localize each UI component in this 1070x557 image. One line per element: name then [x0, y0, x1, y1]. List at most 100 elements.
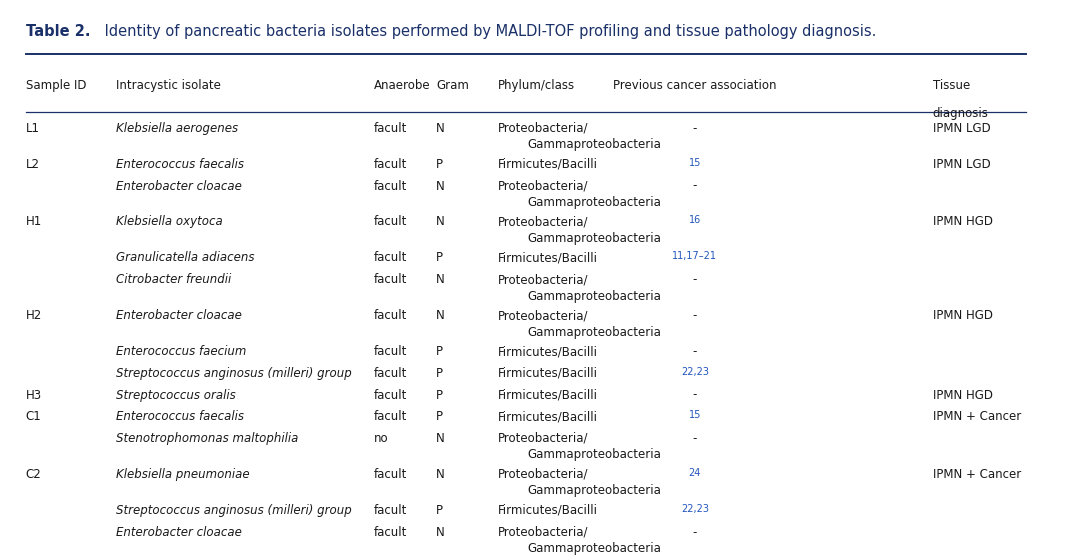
Text: Enterococcus faecalis: Enterococcus faecalis	[116, 158, 244, 171]
Text: Proteobacteria/: Proteobacteria/	[499, 526, 588, 539]
Text: Enterococcus faecium: Enterococcus faecium	[116, 345, 246, 358]
Text: Enterobacter cloacae: Enterobacter cloacae	[116, 179, 242, 193]
Text: Tissue: Tissue	[933, 79, 969, 92]
Text: P: P	[437, 504, 443, 517]
Text: P: P	[437, 367, 443, 380]
Text: facult: facult	[374, 273, 408, 286]
Text: IPMN HGD: IPMN HGD	[933, 216, 993, 228]
Text: -: -	[692, 179, 697, 193]
Text: Klebsiella oxytoca: Klebsiella oxytoca	[116, 216, 223, 228]
Text: Previous cancer association: Previous cancer association	[613, 79, 777, 92]
Text: Firmicutes/Bacilli: Firmicutes/Bacilli	[499, 389, 598, 402]
Text: N: N	[437, 216, 445, 228]
Text: facult: facult	[374, 367, 408, 380]
Text: Identity of pancreatic bacteria isolates performed by MALDI-TOF profiling and ti: Identity of pancreatic bacteria isolates…	[100, 25, 876, 40]
Text: Phylum/class: Phylum/class	[499, 79, 576, 92]
Text: H2: H2	[26, 309, 42, 322]
Text: Gammaproteobacteria: Gammaproteobacteria	[528, 542, 661, 555]
Text: Gammaproteobacteria: Gammaproteobacteria	[528, 485, 661, 497]
Text: Gammaproteobacteria: Gammaproteobacteria	[528, 290, 661, 302]
Text: P: P	[437, 158, 443, 171]
Text: N: N	[437, 432, 445, 445]
Text: IPMN HGD: IPMN HGD	[933, 309, 993, 322]
Text: diagnosis: diagnosis	[933, 107, 989, 120]
Text: 24: 24	[689, 468, 701, 478]
Text: Proteobacteria/: Proteobacteria/	[499, 216, 588, 228]
Text: 16: 16	[689, 216, 701, 226]
Text: P: P	[437, 411, 443, 423]
Text: Firmicutes/Bacilli: Firmicutes/Bacilli	[499, 504, 598, 517]
Text: facult: facult	[374, 122, 408, 135]
Text: N: N	[437, 273, 445, 286]
Text: Enterobacter cloacae: Enterobacter cloacae	[116, 309, 242, 322]
Text: Klebsiella aerogenes: Klebsiella aerogenes	[116, 122, 238, 135]
Text: -: -	[692, 345, 697, 358]
Text: L1: L1	[26, 122, 40, 135]
Text: Stenotrophomonas maltophilia: Stenotrophomonas maltophilia	[116, 432, 297, 445]
Text: facult: facult	[374, 411, 408, 423]
Text: facult: facult	[374, 504, 408, 517]
Text: IPMN LGD: IPMN LGD	[933, 122, 991, 135]
Text: Proteobacteria/: Proteobacteria/	[499, 468, 588, 481]
Text: Firmicutes/Bacilli: Firmicutes/Bacilli	[499, 367, 598, 380]
Text: Gammaproteobacteria: Gammaproteobacteria	[528, 138, 661, 152]
Text: Anaerobe: Anaerobe	[374, 79, 431, 92]
Text: Table 2.: Table 2.	[26, 25, 90, 40]
Text: Citrobacter freundii: Citrobacter freundii	[116, 273, 231, 286]
Text: facult: facult	[374, 389, 408, 402]
Text: facult: facult	[374, 468, 408, 481]
Text: Gammaproteobacteria: Gammaproteobacteria	[528, 196, 661, 209]
Text: Gram: Gram	[437, 79, 469, 92]
Text: facult: facult	[374, 309, 408, 322]
Text: facult: facult	[374, 526, 408, 539]
Text: H3: H3	[26, 389, 42, 402]
Text: IPMN HGD: IPMN HGD	[933, 389, 993, 402]
Text: N: N	[437, 179, 445, 193]
Text: 22,23: 22,23	[681, 367, 708, 377]
Text: C2: C2	[26, 468, 42, 481]
Text: N: N	[437, 526, 445, 539]
Text: Gammaproteobacteria: Gammaproteobacteria	[528, 448, 661, 461]
Text: facult: facult	[374, 345, 408, 358]
Text: 11,17–21: 11,17–21	[672, 251, 717, 261]
Text: no: no	[374, 432, 388, 445]
Text: Streptococcus oralis: Streptococcus oralis	[116, 389, 235, 402]
Text: Proteobacteria/: Proteobacteria/	[499, 432, 588, 445]
Text: P: P	[437, 389, 443, 402]
Text: Proteobacteria/: Proteobacteria/	[499, 309, 588, 322]
Text: P: P	[437, 345, 443, 358]
Text: Streptococcus anginosus (milleri) group: Streptococcus anginosus (milleri) group	[116, 504, 351, 517]
Text: Proteobacteria/: Proteobacteria/	[499, 179, 588, 193]
Text: -: -	[692, 432, 697, 445]
Text: Granulicatella adiacens: Granulicatella adiacens	[116, 251, 254, 265]
Text: -: -	[692, 273, 697, 286]
Text: L2: L2	[26, 158, 40, 171]
Text: N: N	[437, 309, 445, 322]
Text: Firmicutes/Bacilli: Firmicutes/Bacilli	[499, 251, 598, 265]
Text: Streptococcus anginosus (milleri) group: Streptococcus anginosus (milleri) group	[116, 367, 351, 380]
Text: Sample ID: Sample ID	[26, 79, 86, 92]
Text: -: -	[692, 309, 697, 322]
Text: Klebsiella pneumoniae: Klebsiella pneumoniae	[116, 468, 249, 481]
Text: N: N	[437, 468, 445, 481]
Text: Firmicutes/Bacilli: Firmicutes/Bacilli	[499, 411, 598, 423]
Text: facult: facult	[374, 179, 408, 193]
Text: IPMN + Cancer: IPMN + Cancer	[933, 468, 1021, 481]
Text: H1: H1	[26, 216, 42, 228]
Text: Proteobacteria/: Proteobacteria/	[499, 122, 588, 135]
Text: -: -	[692, 122, 697, 135]
Text: Enterococcus faecalis: Enterococcus faecalis	[116, 411, 244, 423]
Text: Gammaproteobacteria: Gammaproteobacteria	[528, 326, 661, 339]
Text: IPMN + Cancer: IPMN + Cancer	[933, 411, 1021, 423]
Text: 15: 15	[689, 411, 701, 420]
Text: 15: 15	[689, 158, 701, 168]
Text: Firmicutes/Bacilli: Firmicutes/Bacilli	[499, 345, 598, 358]
Text: facult: facult	[374, 216, 408, 228]
Text: Proteobacteria/: Proteobacteria/	[499, 273, 588, 286]
Text: N: N	[437, 122, 445, 135]
Text: facult: facult	[374, 158, 408, 171]
Text: IPMN LGD: IPMN LGD	[933, 158, 991, 171]
Text: Firmicutes/Bacilli: Firmicutes/Bacilli	[499, 158, 598, 171]
Text: P: P	[437, 251, 443, 265]
Text: -: -	[692, 389, 697, 402]
